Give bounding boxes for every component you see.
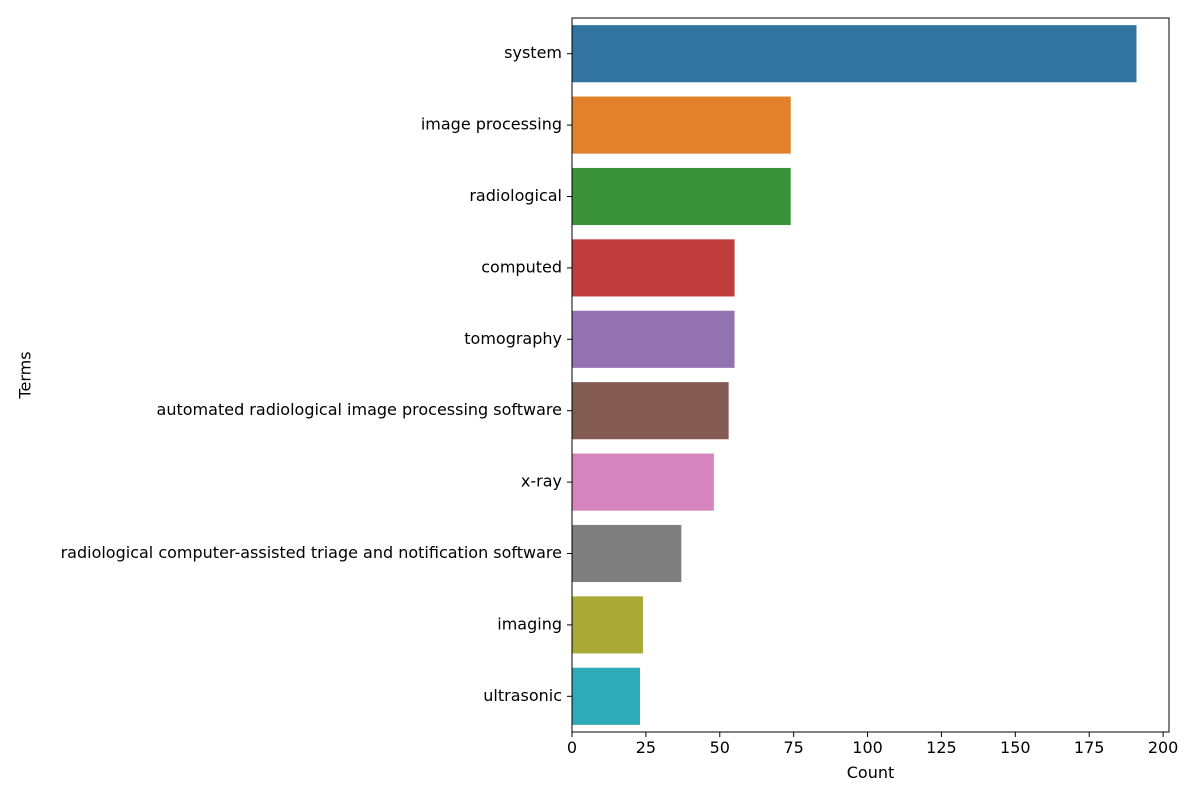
x-tick-label: 25 <box>636 738 656 757</box>
x-tick-label: 125 <box>926 738 957 757</box>
y-tick-label: x-ray <box>521 472 562 491</box>
bar-6 <box>572 453 714 511</box>
plot-frame <box>571 17 1170 733</box>
y-tick-label: radiological <box>469 186 562 205</box>
bar-8 <box>572 596 643 654</box>
y-tick-label: imaging <box>497 614 562 633</box>
bar-5 <box>572 382 729 440</box>
bar-2 <box>572 167 791 226</box>
x-tick-label: 50 <box>710 738 730 757</box>
x-tick-label: 150 <box>1000 738 1031 757</box>
bar-7 <box>572 524 682 583</box>
x-tick-label: 75 <box>783 738 803 757</box>
y-tick-label: radiological computer-assisted triage an… <box>61 543 562 562</box>
x-tick-label: 100 <box>852 738 883 757</box>
x-tick-label: 0 <box>567 738 577 757</box>
y-tick-label: ultrasonic <box>483 686 562 705</box>
bars-layer <box>572 25 1137 725</box>
y-tick-label: automated radiological image processing … <box>157 400 562 419</box>
y-tick-label: tomography <box>464 329 562 348</box>
bar-9 <box>572 667 640 725</box>
bar-0 <box>572 25 1137 83</box>
y-axis-title: Terms <box>16 351 35 399</box>
bar-1 <box>572 96 791 154</box>
y-tick-label: system <box>504 43 562 62</box>
y-tick-label: image processing <box>421 115 562 134</box>
y-axis-ticks: system image processing radiological comput… <box>61 43 572 705</box>
x-tick-label: 175 <box>1074 738 1105 757</box>
x-tick-label: 200 <box>1148 738 1179 757</box>
x-axis-title: Count <box>847 763 895 782</box>
bar-4 <box>572 310 735 368</box>
bar-3 <box>572 239 735 297</box>
y-tick-label: computed <box>481 257 562 276</box>
x-axis-ticks: 0 25 50 75 100 125 150 175 200 <box>567 732 1178 757</box>
